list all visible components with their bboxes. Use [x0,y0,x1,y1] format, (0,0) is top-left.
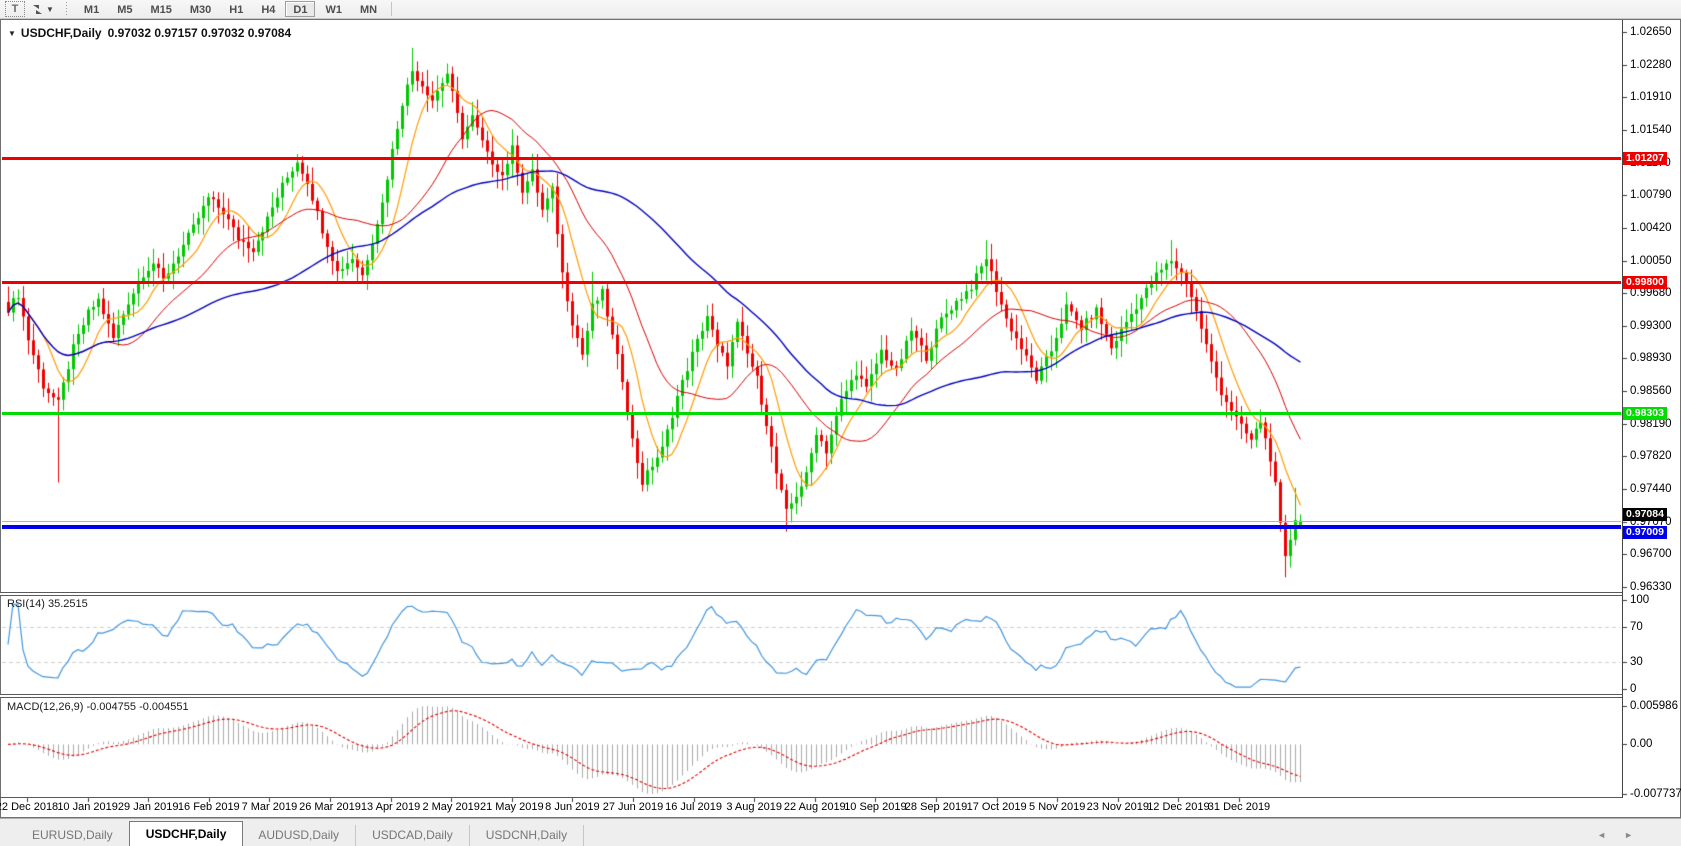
date-axis-label: 21 May 2019 [479,801,544,813]
tab-scroll-right-icon[interactable]: ► [1624,830,1633,840]
timeframe-toolbar: M1 M5 M15 M30 H1 H4 D1 W1 MN [75,1,386,17]
tab-scroll-left-icon[interactable]: ◄ [1597,830,1607,840]
price-axis-tick-0.98930: 0.98930 [1630,352,1672,365]
date-axis-label: 3 Aug 2019 [726,801,783,813]
date-axis-label: 16 Feb 2019 [177,801,240,813]
timeframe-button-m30[interactable]: M30 [182,1,219,17]
price-axis-tick-0.99680: 0.99680 [1630,287,1672,300]
timeframe-button-mn[interactable]: MN [352,1,385,17]
horizontal-line-0.97009[interactable] [2,525,1621,530]
date-axis-label: 8 Jun 2019 [545,801,600,813]
chart-tab-usdchf[interactable]: USDCHF,Daily [128,821,244,846]
price-axis-tick-0.97820: 0.97820 [1630,450,1672,463]
chart-tab-eurusd[interactable]: EURUSD,Daily [16,825,130,846]
current-price-line [2,520,1621,522]
toolbar-separator [391,2,393,16]
price-axis-tick-0.99300: 0.99300 [1630,319,1672,332]
date-axis-label: 29 Jan 2019 [117,801,179,813]
arrows-tool-button[interactable]: ▼ [27,1,58,17]
macd-bottom-border [0,797,1622,798]
rsi-label: RSI(14) 35.2515 [7,598,88,610]
symbol-collapse-icon[interactable]: ▼ [8,29,16,38]
price-badge-0.97009: 0.97009 [1623,526,1667,540]
price-axis-tick-1.00050: 1.00050 [1630,254,1672,267]
macd-axis-tick-0.00: 0.00 [1630,738,1653,751]
chart-window [0,19,1681,818]
rsi-macd-separator[interactable] [0,694,1622,698]
date-axis-label: 13 Apr 2019 [360,801,421,813]
timeframe-button-w1[interactable]: W1 [317,1,350,17]
rsi-axis-tick-100: 100 [1630,594,1650,606]
price-axis-tick-0.98560: 0.98560 [1630,385,1672,398]
price-axis-tick-0.96700: 0.96700 [1630,548,1672,561]
date-axis-label: 12 Dec 2019 [1147,801,1210,813]
date-axis-label: 10 Sep 2019 [844,801,907,813]
date-axis-label: 2 May 2019 [422,801,480,813]
chart-tab-usdcnh[interactable]: USDCNH,Daily [470,825,585,846]
macd-axis-tick-0.005986: 0.005986 [1630,700,1678,712]
date-axis-label: 22 Dec 2018 [0,801,59,813]
date-axis-label: 27 Jun 2019 [602,801,664,813]
dropdown-caret-icon: ▼ [46,4,54,14]
tab-scroll-controls: ◄ ► [1597,830,1633,840]
current-price-badge: 0.97084 [1623,507,1667,521]
timeframe-button-m15[interactable]: M15 [142,1,179,17]
toolbar-grip [64,2,69,16]
price-badge-0.99800: 0.99800 [1623,275,1667,289]
timeframe-button-h1[interactable]: H1 [221,1,251,17]
top-toolbar: T ▼ M1 M5 M15 M30 H1 H4 D1 W1 MN [0,0,1681,19]
timeframe-button-h4[interactable]: H4 [253,1,283,17]
double-arrow-icon [33,4,42,14]
date-axis-label: 31 Dec 2019 [1207,801,1271,813]
chart-tabs: EURUSD,Daily USDCHF,Daily AUDUSD,Daily USDC… [0,819,585,846]
rsi-axis-tick-30: 30 [1630,656,1643,669]
chart-tab-audusd[interactable]: AUDUSD,Daily [242,825,357,846]
price-axis-tick-0.98190: 0.98190 [1630,417,1672,430]
price-axis-tick-1.01910: 1.01910 [1630,91,1672,104]
price-badge-0.98303: 0.98303 [1623,407,1667,421]
date-axis-label: 26 Mar 2019 [299,801,361,813]
date-axis-label: 5 Nov 2019 [1029,801,1086,813]
macd-axis-tick--0.007737: -0.007737 [1630,788,1681,800]
date-axis-label: 23 Nov 2019 [1086,801,1149,813]
timeframe-button-m5[interactable]: M5 [109,1,140,17]
rsi-axis-tick-0: 0 [1630,683,1637,695]
date-axis-label: 16 Jul 2019 [665,801,723,813]
price-axis-tick-1.01540: 1.01540 [1630,123,1672,136]
horizontal-line-1.01207[interactable] [2,157,1621,161]
price-axis-tick-0.96330: 0.96330 [1630,581,1672,593]
chart-title: ▼ USDCHF,Daily 0.97032 0.97157 0.97032 0.9… [8,26,291,40]
timeframe-button-d1[interactable]: D1 [285,1,316,17]
price-axis-tick-1.00790: 1.00790 [1630,189,1672,202]
chart-ohlc-values: 0.97032 0.97157 0.97032 0.97084 [107,26,292,40]
date-axis-label: 17 Oct 2019 [966,801,1027,813]
rsi-axis-tick-70: 70 [1630,620,1643,633]
price-badge-1.01207: 1.01207 [1623,152,1667,166]
chart-tab-bar: EURUSD,Daily USDCHF,Daily AUDUSD,Daily USDC… [0,818,1681,846]
price-axis-tick-1.02280: 1.02280 [1630,58,1672,71]
text-label-tool-button[interactable]: T [5,1,25,17]
horizontal-line-0.98303[interactable] [2,412,1621,416]
main-rsi-separator[interactable] [0,592,1622,596]
date-axis-label: 22 Aug 2019 [783,801,846,813]
price-axis-tick-1.00420: 1.00420 [1630,221,1672,234]
date-axis-label: 7 Mar 2019 [241,801,298,813]
macd-label: MACD(12,26,9) -0.004755 -0.004551 [7,701,189,713]
chart-symbol-label: USDCHF,Daily [20,26,102,40]
date-axis-label: 28 Sep 2019 [904,801,968,813]
price-axis-line [1622,20,1623,798]
price-axis-tick-1.02650: 1.02650 [1630,26,1672,38]
price-axis-tick-0.97440: 0.97440 [1630,483,1672,496]
chart-tab-usdcad[interactable]: USDCAD,Daily [356,825,470,846]
date-axis-label: 10 Jan 2019 [57,801,118,813]
timeframe-button-m1[interactable]: M1 [76,1,107,17]
horizontal-line-0.99800[interactable] [2,280,1621,284]
